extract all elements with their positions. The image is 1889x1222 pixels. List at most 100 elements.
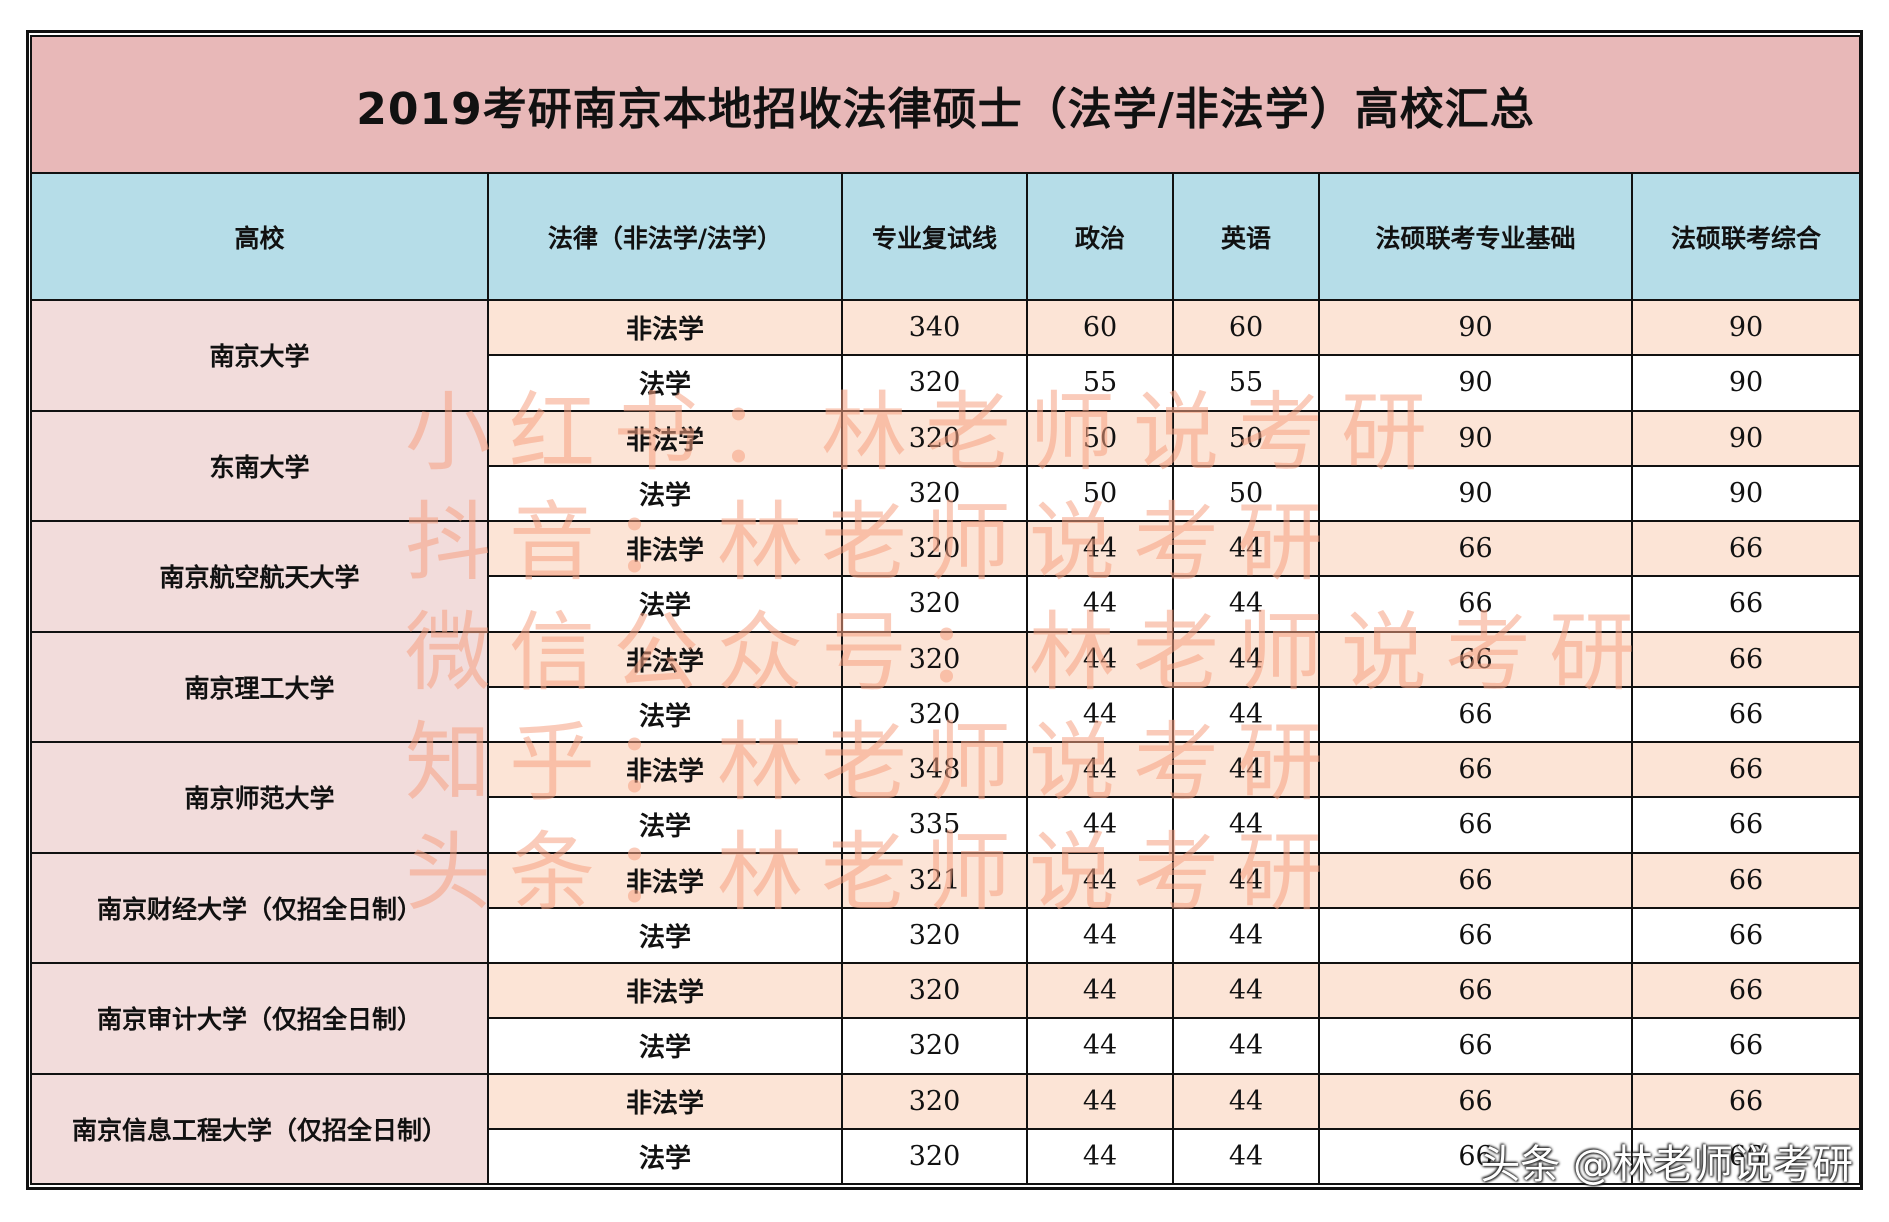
retest-line-cell: 320 (841, 630, 1028, 688)
basic-cell: 66 (1318, 685, 1633, 744)
type-cell: 法学 (487, 575, 843, 633)
basic-cell: 90 (1318, 354, 1633, 412)
retest-line-cell: 320 (841, 961, 1028, 1020)
header-retest-line: 专业复试线 (841, 172, 1028, 301)
table-row: 南京理工大学 非法学 320 44 44 66 66 (30, 630, 1862, 743)
comprehensive-cell: 90 (1630, 354, 1862, 412)
comprehensive-cell: 66 (1630, 1127, 1862, 1186)
table-row: 南京师范大学 非法学 348 44 44 66 66 (30, 740, 1862, 854)
school-name: 南京大学 (30, 299, 489, 412)
table-row: 南京财经大学（仅招全日制） 非法学 321 44 44 66 66 (30, 851, 1862, 964)
type-cell: 非法学 (487, 409, 843, 467)
retest-line-cell: 320 (841, 685, 1028, 744)
school-name: 南京师范大学 (30, 741, 489, 854)
english-cell: 44 (1172, 796, 1320, 854)
basic-cell: 66 (1318, 1072, 1633, 1130)
admission-table: 2019考研南京本地招收法律硕士（法学/非法学）高校汇总 高校 法律（非法学/法… (29, 35, 1862, 1186)
comprehensive-cell: 66 (1630, 685, 1862, 744)
politics-cell: 55 (1026, 354, 1174, 412)
comprehensive-cell: 66 (1630, 1017, 1862, 1075)
english-cell: 44 (1172, 906, 1320, 965)
basic-cell: 66 (1318, 961, 1633, 1020)
school-name: 南京财经大学（仅招全日制） (30, 851, 489, 964)
retest-line-cell: 320 (841, 409, 1028, 467)
retest-line-cell: 320 (841, 464, 1028, 523)
basic-cell: 66 (1318, 796, 1633, 854)
retest-line-cell: 335 (841, 796, 1028, 854)
english-cell: 50 (1172, 464, 1320, 523)
table-row: 法学 320 44 44 66 66 (31, 575, 1862, 633)
type-cell: 非法学 (487, 851, 843, 909)
basic-cell: 66 (1318, 575, 1633, 633)
politics-cell: 44 (1026, 519, 1174, 578)
comprehensive-cell: 66 (1630, 851, 1862, 909)
english-cell: 44 (1172, 519, 1320, 578)
table-row: 南京航空航天大学 非法学 320 44 44 66 66 (30, 519, 1862, 633)
type-cell: 非法学 (487, 961, 843, 1020)
politics-cell: 44 (1026, 740, 1174, 799)
english-cell: 60 (1172, 298, 1320, 357)
basic-cell: 66 (1318, 1017, 1633, 1075)
type-cell: 非法学 (487, 298, 843, 357)
politics-cell: 50 (1026, 464, 1174, 523)
basic-cell: 66 (1318, 851, 1633, 909)
type-cell: 法学 (487, 464, 843, 523)
basic-cell: 90 (1318, 298, 1633, 357)
type-cell: 法学 (487, 685, 843, 744)
type-cell: 非法学 (487, 519, 843, 578)
comprehensive-cell: 90 (1630, 409, 1862, 467)
page-title: 2019考研南京本地招收法律硕士（法学/非法学）高校汇总 (29, 35, 1862, 174)
retest-line-cell: 320 (841, 354, 1028, 412)
comprehensive-cell: 66 (1630, 796, 1862, 854)
header-politics: 政治 (1026, 172, 1174, 301)
politics-cell: 44 (1026, 906, 1174, 965)
politics-cell: 50 (1026, 409, 1174, 467)
english-cell: 44 (1172, 630, 1320, 688)
school-name: 南京审计大学（仅招全日制） (30, 962, 489, 1075)
table-row: 法学 335 44 44 66 66 (31, 796, 1862, 854)
retest-line-cell: 321 (841, 851, 1028, 909)
english-cell: 44 (1172, 740, 1320, 799)
comprehensive-cell: 66 (1630, 630, 1862, 688)
english-cell: 50 (1172, 409, 1320, 467)
header-type: 法律（非法学/法学） (487, 172, 843, 301)
table-row: 南京大学 非法学 340 60 60 90 90 (30, 298, 1862, 412)
retest-line-cell: 320 (841, 519, 1028, 578)
comprehensive-cell: 66 (1630, 961, 1862, 1020)
politics-cell: 60 (1026, 298, 1174, 357)
table-row: 东南大学 非法学 320 50 50 90 90 (30, 409, 1862, 522)
retest-line-cell: 320 (841, 1017, 1028, 1075)
comprehensive-cell: 66 (1630, 519, 1862, 578)
footer-watermark: 头条 @林老师说考研 (1480, 1142, 1853, 1188)
basic-cell: 66 (1318, 906, 1633, 965)
basic-cell: 66 (1318, 630, 1633, 688)
basic-cell: 90 (1318, 464, 1633, 523)
basic-cell: 66 (1318, 740, 1633, 799)
comprehensive-cell: 66 (1630, 906, 1862, 965)
type-cell: 法学 (487, 906, 843, 965)
politics-cell: 44 (1026, 796, 1174, 854)
table-row: 法学 320 44 44 66 66 (31, 1127, 1862, 1186)
politics-cell: 44 (1026, 630, 1174, 688)
english-cell: 44 (1172, 1017, 1320, 1075)
table-row: 法学 320 44 44 66 66 (31, 1017, 1862, 1075)
comprehensive-cell: 66 (1630, 1072, 1862, 1130)
english-cell: 44 (1172, 1127, 1320, 1186)
comprehensive-cell: 90 (1630, 298, 1862, 357)
retest-line-cell: 340 (841, 298, 1028, 357)
school-name: 南京理工大学 (30, 630, 489, 743)
table-row: 南京信息工程大学（仅招全日制） 非法学 320 44 44 66 66 (30, 1072, 1862, 1185)
basic-cell: 90 (1318, 409, 1633, 467)
school-name: 南京信息工程大学（仅招全日制） (30, 1072, 489, 1185)
table-row: 南京审计大学（仅招全日制） 非法学 320 44 44 66 66 (30, 961, 1862, 1075)
basic-cell: 66 (1318, 519, 1633, 578)
comprehensive-cell: 90 (1630, 464, 1862, 523)
type-cell: 法学 (487, 354, 843, 412)
header-english: 英语 (1172, 172, 1320, 301)
retest-line-cell: 348 (841, 740, 1028, 799)
retest-line-cell: 320 (841, 906, 1028, 965)
school-name: 南京航空航天大学 (30, 520, 489, 633)
retest-line-cell: 320 (841, 1127, 1028, 1186)
table-row: 法学 320 44 44 66 66 (31, 685, 1862, 744)
table-row: 法学 320 44 44 66 66 (31, 906, 1862, 965)
